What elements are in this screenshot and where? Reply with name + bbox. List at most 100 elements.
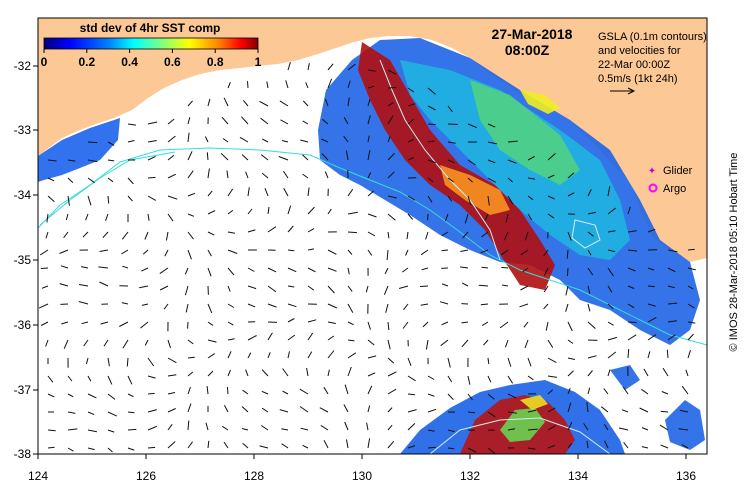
velocity-arrow [327,285,335,294]
velocity-arrow [505,213,509,223]
velocity-arrow [387,371,397,377]
velocity-arrow [247,208,253,215]
velocity-arrow [667,285,676,289]
velocity-arrow [147,121,158,125]
velocity-arrow [347,285,353,292]
velocity-arrow [567,402,572,413]
velocity-arrow [67,177,74,183]
velocity-arrow [127,195,133,202]
velocity-arrow [661,391,669,395]
velocity-arrow [347,366,352,377]
velocity-arrow [85,357,89,365]
velocity-arrow [223,404,229,413]
velocity-arrow [407,423,416,431]
velocity-arrow [47,375,54,383]
velocity-arrow [327,249,337,255]
velocity-arrow [547,389,554,395]
velocity-arrow [65,213,69,221]
velocity-arrow [403,303,409,311]
velocity-arrow [587,189,592,197]
velocity-arrow [207,267,212,277]
velocity-arrow [447,159,456,164]
velocity-arrow [223,97,229,107]
velocity-arrow [327,267,337,272]
velocity-arrow [187,192,196,197]
velocity-arrow [527,177,536,180]
velocity-arrow [239,136,249,143]
velocity-arrow [46,213,49,223]
map-time: 08:00Z [505,42,550,58]
velocity-arrow [159,285,169,291]
velocity-arrow [467,123,477,129]
velocity-arrow [367,372,376,377]
velocity-arrow [543,249,549,257]
velocity-arrow [247,81,249,89]
sst-band-blue [38,118,120,182]
velocity-arrow [287,285,295,288]
velocity-arrow [567,172,575,179]
velocity-arrow [347,321,354,326]
colorbar-tick: 0.6 [164,55,181,69]
velocity-arrow [524,339,529,349]
velocity-arrow [481,231,489,238]
velocity-arrow [204,136,209,143]
velocity-arrow [287,334,296,341]
velocity-arrow [567,357,576,360]
velocity-arrow [604,440,609,449]
velocity-arrow [566,249,569,259]
velocity-arrow [387,388,397,395]
velocity-arrow [407,195,416,201]
velocity-arrow [41,285,49,289]
velocity-arrow [187,386,191,395]
velocity-arrow [367,150,371,161]
land-mass [38,18,707,262]
velocity-arrow [387,321,390,331]
velocity-arrow [441,249,449,252]
velocity-arrow [507,375,514,384]
velocity-arrow [407,409,417,413]
velocity-arrow [687,350,691,359]
velocity-arrow [287,61,291,71]
velocity-arrow [527,357,532,367]
velocity-arrow [687,333,694,341]
velocity-arrow [87,141,98,144]
velocity-arrow [519,303,529,308]
velocity-arrow [107,447,113,453]
velocity-arrow [324,98,329,107]
glider-marker-icon: ✦ [648,166,656,177]
velocity-arrow [587,231,594,237]
velocity-arrow [387,195,397,199]
velocity-arrow [267,285,277,293]
velocity-arrow [343,404,349,413]
velocity-arrow [367,213,377,218]
velocity-arrow [545,321,549,331]
velocity-arrow [427,140,435,143]
velocity-arrow [343,117,349,125]
velocity-arrow [567,442,573,449]
velocity-arrow [266,81,269,89]
velocity-arrow [405,249,409,256]
argo-label: Argo [663,183,686,195]
velocity-arrow [347,80,351,89]
velocity-arrow [641,427,649,431]
velocity-arrow [261,390,269,395]
velocity-arrow [527,213,533,221]
velocity-arrow [167,408,176,413]
velocity-arrow [687,285,694,290]
velocity-arrow [261,425,269,431]
velocity-arrow [480,249,489,254]
velocity-arrow [306,367,309,377]
velocity-arrow [467,393,473,401]
velocity-arrow [82,231,89,238]
velocity-arrow [227,285,231,292]
velocity-arrow [503,231,509,241]
velocity-arrow [103,339,109,347]
velocity-arrow [344,421,349,431]
velocity-arrow [40,321,49,326]
velocity-arrow [99,249,109,252]
velocity-arrow [207,321,214,326]
velocity-arrow [247,352,252,359]
velocity-arrow [425,339,429,350]
velocity-arrow [384,267,389,275]
velocity-arrow [141,267,149,272]
